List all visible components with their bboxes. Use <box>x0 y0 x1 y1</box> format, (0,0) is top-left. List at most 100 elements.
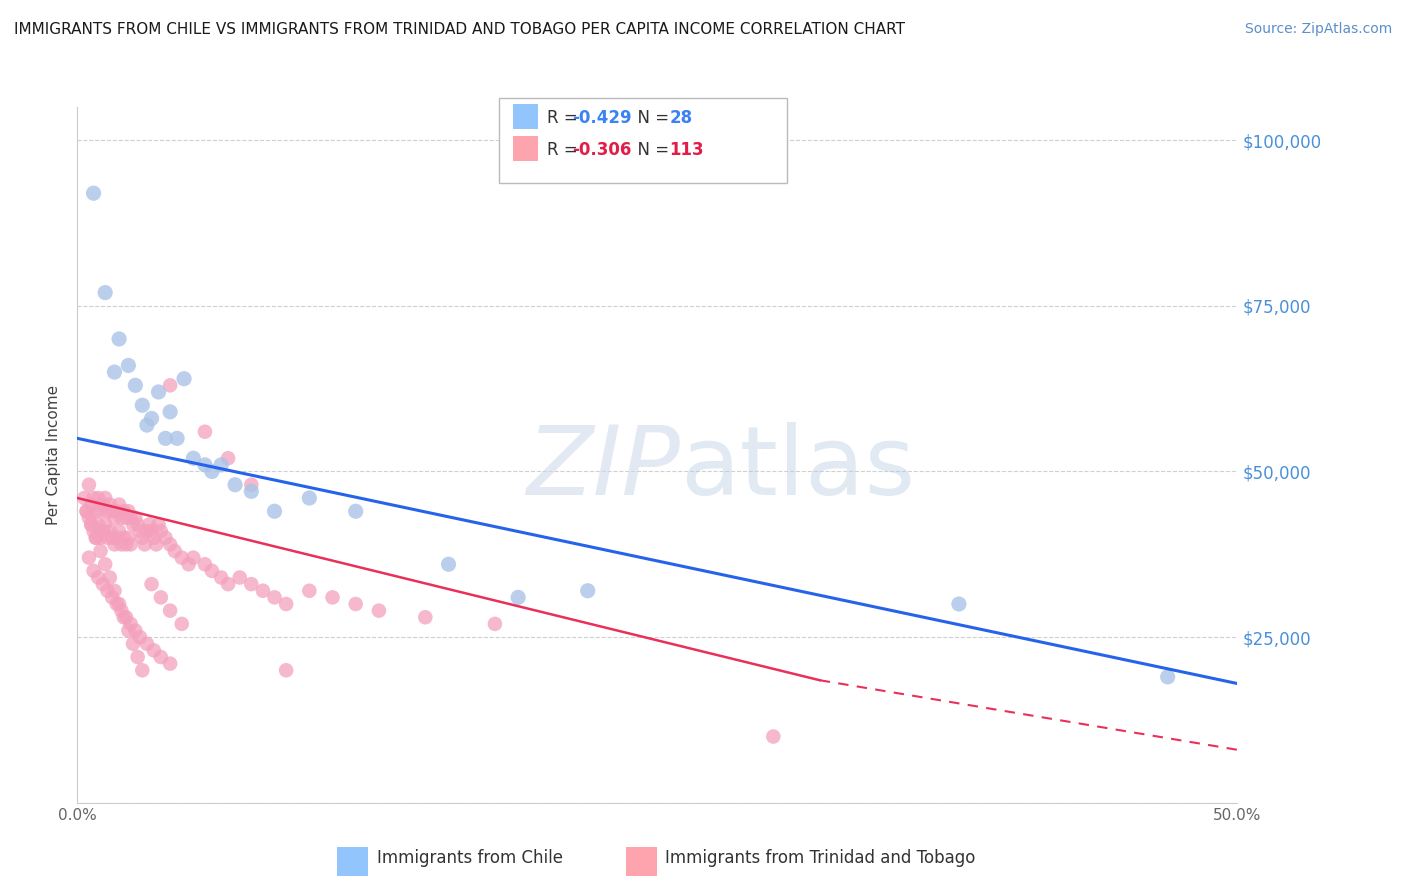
Point <box>506 591 529 605</box>
Point <box>122 637 145 651</box>
Point <box>141 524 163 538</box>
Point <box>112 531 135 545</box>
Point <box>209 570 232 584</box>
Point <box>117 359 139 373</box>
Point <box>80 498 103 512</box>
Point <box>84 531 107 545</box>
Point <box>149 524 172 538</box>
Point <box>201 564 224 578</box>
Point <box>96 531 118 545</box>
Point <box>115 537 138 551</box>
Point <box>108 332 131 346</box>
Point <box>124 378 146 392</box>
Point <box>108 597 131 611</box>
Point <box>101 504 124 518</box>
Point <box>252 583 274 598</box>
Point <box>91 498 114 512</box>
Point <box>155 531 177 545</box>
Point <box>762 730 785 744</box>
Point <box>145 537 167 551</box>
Point <box>94 517 117 532</box>
Point <box>135 637 157 651</box>
Point <box>98 570 121 584</box>
Point <box>91 577 114 591</box>
Point <box>141 577 163 591</box>
Point <box>120 511 142 525</box>
Text: N =: N = <box>627 141 675 159</box>
Point <box>240 484 263 499</box>
Point <box>194 425 217 439</box>
Text: 113: 113 <box>669 141 704 159</box>
Point <box>129 524 152 538</box>
Point <box>103 511 125 525</box>
Point <box>73 491 96 505</box>
Point <box>131 663 153 677</box>
Point <box>108 498 131 512</box>
Point <box>155 431 177 445</box>
Point <box>94 558 117 572</box>
Point <box>209 458 232 472</box>
Point <box>83 186 105 201</box>
Point <box>117 624 139 638</box>
Point <box>127 517 149 532</box>
Point <box>96 583 118 598</box>
Text: ZIP: ZIP <box>527 422 681 516</box>
Text: Immigrants from Trinidad and Tobago: Immigrants from Trinidad and Tobago <box>665 849 976 867</box>
Point <box>149 650 172 665</box>
Point <box>224 477 246 491</box>
Point <box>142 531 165 545</box>
Point <box>240 477 263 491</box>
Point <box>84 504 107 518</box>
Point <box>120 616 142 631</box>
Point <box>576 583 599 598</box>
Point <box>194 558 217 572</box>
Point <box>131 398 153 412</box>
Point <box>91 524 114 538</box>
Y-axis label: Per Capita Income: Per Capita Income <box>46 384 62 525</box>
Point <box>112 610 135 624</box>
Point <box>110 511 132 525</box>
Point <box>159 537 181 551</box>
Text: atlas: atlas <box>681 422 915 516</box>
Point <box>368 604 391 618</box>
Point <box>131 531 153 545</box>
Point <box>84 531 107 545</box>
Point <box>263 504 285 518</box>
Point <box>77 511 100 525</box>
Text: -0.306: -0.306 <box>572 141 631 159</box>
Point <box>127 650 149 665</box>
Point <box>159 378 181 392</box>
Point <box>135 524 157 538</box>
Point <box>141 411 163 425</box>
Point <box>124 624 146 638</box>
Point <box>159 604 181 618</box>
Point <box>87 491 110 505</box>
Point <box>437 558 460 572</box>
Point <box>80 517 103 532</box>
Point <box>101 531 124 545</box>
Point <box>108 524 131 538</box>
Point <box>87 570 110 584</box>
Point <box>217 451 239 466</box>
Point <box>105 597 128 611</box>
Point <box>117 531 139 545</box>
Text: N =: N = <box>627 109 675 127</box>
Point <box>344 597 367 611</box>
Point <box>96 504 118 518</box>
Point <box>90 504 111 518</box>
Point <box>321 591 344 605</box>
Point <box>105 504 128 518</box>
Point <box>103 583 125 598</box>
Text: -0.429: -0.429 <box>572 109 631 127</box>
Point <box>117 504 139 518</box>
Point <box>120 537 142 551</box>
Point <box>413 610 436 624</box>
Point <box>98 498 121 512</box>
Point <box>298 491 321 505</box>
Text: Immigrants from Chile: Immigrants from Chile <box>377 849 562 867</box>
Point <box>298 583 321 598</box>
Point <box>173 372 195 386</box>
Point <box>149 591 172 605</box>
Point <box>159 405 181 419</box>
Point <box>228 570 252 584</box>
